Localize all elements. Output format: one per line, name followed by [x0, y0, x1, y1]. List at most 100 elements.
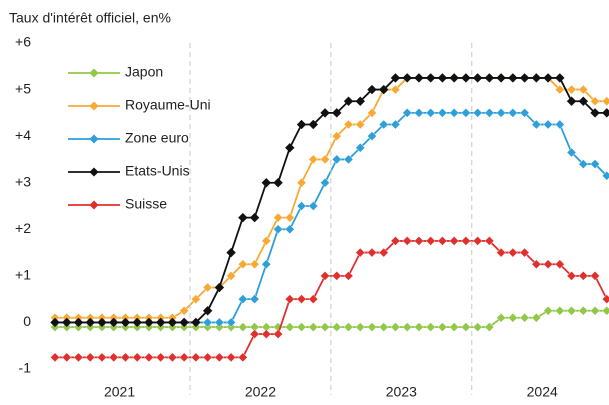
data-point — [61, 352, 72, 363]
data-point — [519, 247, 530, 258]
data-point — [285, 212, 295, 223]
data-point — [425, 322, 436, 332]
data-point — [273, 212, 283, 223]
data-point — [97, 317, 107, 328]
data-point — [601, 108, 609, 118]
data-point — [531, 119, 542, 130]
legend-label: Suisse — [125, 196, 167, 212]
y-tick-label: +6 — [15, 34, 31, 50]
data-point — [261, 236, 272, 246]
data-point — [472, 236, 483, 246]
data-point — [331, 271, 342, 281]
data-point — [273, 177, 283, 188]
data-point — [496, 73, 506, 83]
data-point — [484, 322, 495, 332]
data-point — [249, 329, 260, 339]
data-point — [343, 119, 354, 130]
data-point — [331, 154, 342, 165]
data-point — [355, 119, 366, 130]
data-point — [531, 259, 542, 269]
data-point — [50, 352, 60, 363]
data-point — [390, 73, 401, 83]
data-point — [531, 73, 542, 83]
data-point — [320, 154, 330, 165]
data-point — [155, 352, 166, 363]
data-point — [120, 352, 131, 363]
data-point — [214, 282, 225, 293]
data-point — [214, 317, 225, 328]
data-point — [449, 108, 459, 118]
data-point — [390, 84, 401, 95]
legend-label: Zone euro — [125, 130, 189, 146]
data-point — [402, 236, 412, 246]
data-point — [85, 352, 96, 363]
y-tick-label: -1 — [19, 360, 32, 376]
data-point — [367, 84, 377, 95]
data-point — [238, 352, 248, 363]
data-point — [296, 322, 307, 332]
data-point — [437, 322, 448, 332]
data-point — [555, 73, 565, 83]
data-point — [355, 322, 366, 332]
data-point — [566, 147, 577, 158]
data-point — [343, 322, 354, 332]
data-point — [308, 119, 319, 130]
data-point — [555, 84, 565, 95]
data-point — [367, 247, 377, 258]
data-point — [155, 317, 166, 328]
y-tick-label: +1 — [15, 267, 31, 283]
data-point — [555, 259, 565, 269]
data-point — [566, 306, 577, 316]
data-point — [355, 143, 366, 153]
data-point — [108, 317, 119, 328]
data-point — [508, 247, 518, 258]
data-point — [378, 247, 389, 258]
data-point — [296, 201, 307, 211]
data-point — [367, 322, 377, 332]
data-point — [543, 306, 553, 316]
data-point — [437, 108, 448, 118]
data-point — [226, 247, 236, 258]
data-point — [437, 73, 448, 83]
data-point — [508, 312, 518, 323]
x-tick-label: 2024 — [527, 384, 558, 400]
data-point — [238, 294, 248, 304]
data-point — [132, 317, 142, 328]
y-tick-label: 0 — [23, 313, 31, 329]
chart-title: Taux d'intérêt officiel, en% — [9, 10, 171, 26]
data-point — [343, 154, 354, 165]
data-point — [320, 322, 330, 332]
data-point — [449, 236, 459, 246]
legend-marker — [89, 200, 99, 210]
data-point — [144, 317, 154, 328]
data-point — [261, 177, 272, 188]
data-point — [461, 236, 471, 246]
data-point — [601, 96, 609, 106]
y-tick-label: +3 — [15, 173, 31, 189]
data-point — [226, 317, 236, 328]
data-point — [578, 96, 589, 106]
data-point — [472, 108, 483, 118]
data-point — [378, 119, 389, 130]
data-point — [226, 271, 236, 281]
data-point — [425, 108, 436, 118]
data-point — [179, 306, 189, 316]
data-point — [461, 108, 471, 118]
data-point — [214, 352, 225, 363]
data-point — [202, 317, 213, 328]
legend-marker — [89, 101, 99, 111]
data-point — [179, 317, 189, 328]
data-point — [543, 73, 553, 83]
data-point — [320, 108, 330, 118]
data-point — [378, 322, 389, 332]
data-point — [285, 224, 295, 235]
data-point — [414, 322, 424, 332]
data-point — [472, 322, 483, 332]
data-point — [331, 131, 342, 141]
y-tick-label: +2 — [15, 220, 31, 236]
data-point — [191, 352, 201, 363]
data-point — [261, 259, 272, 269]
data-point — [343, 271, 354, 281]
data-point — [367, 131, 377, 141]
data-point — [496, 108, 506, 118]
